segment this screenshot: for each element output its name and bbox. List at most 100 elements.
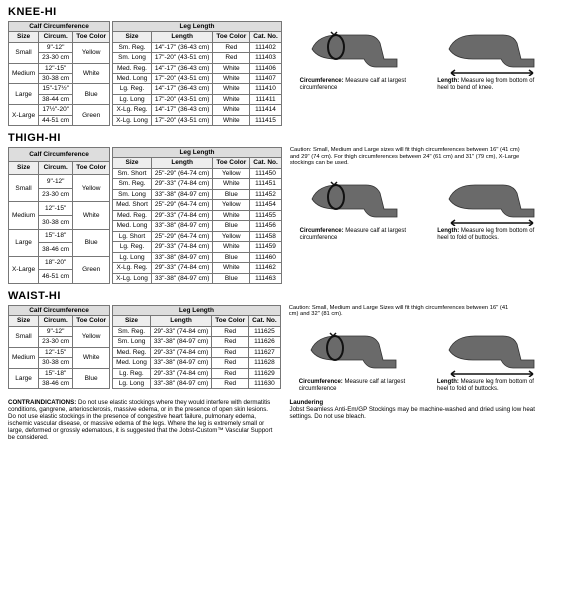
- cell: Large: [9, 368, 39, 389]
- col-header: Circum.: [39, 161, 73, 175]
- cell: 33"-38" (84-97 cm): [151, 221, 212, 231]
- thigh-calf-table: Calf CircumferenceSizeCircum.Toe ColorSm…: [8, 147, 110, 284]
- cell: 33"-38" (84-97 cm): [150, 358, 211, 368]
- cell: 111459: [250, 242, 282, 252]
- cell: 17"-20" (43-51 cm): [151, 115, 212, 125]
- cell: 30-38 cm: [39, 358, 73, 368]
- cell: 29"-33" (74-84 cm): [151, 263, 212, 273]
- cell: Sm. Long: [113, 53, 152, 63]
- cell: Sm. Long: [113, 189, 152, 199]
- cell: 46-51 cm: [39, 270, 73, 284]
- calf-header: Calf Circumference: [9, 305, 110, 315]
- col-header: Length: [151, 32, 212, 42]
- cell: Small: [9, 175, 39, 202]
- cell: 33"-38" (84-97 cm): [151, 252, 212, 262]
- cell: 15"-18": [39, 368, 73, 378]
- cell: 25"-29" (64-74 cm): [151, 168, 212, 178]
- cell: Small: [9, 42, 39, 63]
- cell: Lg. Long: [113, 252, 152, 262]
- cell: 111403: [250, 53, 282, 63]
- contra-text: Do not use elastic stockings where they …: [8, 399, 272, 442]
- cell: 111407: [250, 73, 282, 83]
- cell: Red: [212, 358, 249, 368]
- circ-label: Circumference:: [300, 78, 344, 84]
- circ-label: Circumference:: [300, 228, 344, 234]
- cell: X-Large: [9, 256, 39, 283]
- section-title-waist: WAIST-HI: [8, 290, 557, 303]
- cell: 17"-20" (43-51 cm): [151, 73, 212, 83]
- cell: 29"-33" (74-84 cm): [150, 326, 211, 336]
- cell: X-Lg. Reg.: [113, 263, 152, 273]
- cell: Medium: [9, 202, 39, 229]
- cell: Yellow: [213, 200, 250, 210]
- cell: 30-38 cm: [39, 73, 73, 83]
- cell: Med. Reg.: [113, 347, 151, 357]
- cell: 111410: [250, 84, 282, 94]
- cell: 25"-29" (64-74 cm): [151, 200, 212, 210]
- cell: 111629: [249, 368, 281, 378]
- cell: Med. Long: [113, 358, 151, 368]
- knee-calf-table: Calf CircumferenceSizeCircum.Toe ColorSm…: [8, 21, 110, 127]
- cell: Med. Long: [113, 221, 152, 231]
- cell: 15"-17½": [39, 84, 73, 94]
- cell: Lg. Reg.: [113, 368, 151, 378]
- knee-section: Calf CircumferenceSizeCircum.Toe ColorSm…: [8, 21, 557, 127]
- col-header: Size: [113, 158, 152, 168]
- cell: Med. Long: [113, 73, 152, 83]
- col-header: Cat. No.: [249, 316, 281, 326]
- thigh-circ-diagram: Circumference: Measure calf at largest c…: [300, 171, 410, 242]
- leg-circ-icon: [309, 322, 399, 377]
- cell: White: [213, 263, 250, 273]
- col-header: Toe Color: [73, 32, 110, 42]
- calf-header: Calf Circumference: [9, 147, 110, 161]
- cell: Medium: [9, 347, 39, 368]
- cell: 14"-17" (36-43 cm): [151, 105, 212, 115]
- cell: Green: [73, 256, 110, 283]
- cell: Yellow: [73, 326, 110, 347]
- cell: 33"-38" (84-97 cm): [150, 337, 211, 347]
- cell: 111458: [250, 231, 282, 241]
- col-header: Length: [150, 316, 211, 326]
- cell: 111402: [250, 42, 282, 52]
- cell: 111628: [249, 358, 281, 368]
- cell: Med. Reg.: [113, 63, 152, 73]
- cell: 111451: [250, 179, 282, 189]
- cell: 29"-33" (74-84 cm): [150, 347, 211, 357]
- bottom-notes: CONTRAINDICATIONS: Do not use elastic st…: [8, 399, 557, 442]
- len-label: Length:: [437, 228, 459, 234]
- cell: 15"-18": [39, 229, 73, 243]
- cell: 111460: [250, 252, 282, 262]
- leg-circ-icon: [310, 21, 400, 76]
- cell: White: [73, 347, 110, 368]
- cell: White: [213, 242, 250, 252]
- cell: White: [213, 94, 250, 104]
- cell: 111455: [250, 210, 282, 220]
- cell: 111415: [250, 115, 282, 125]
- calf-header: Calf Circumference: [9, 21, 110, 31]
- cell: 29"-33" (74-84 cm): [151, 210, 212, 220]
- cell: Yellow: [213, 168, 250, 178]
- waist-circ-diagram: Circumference: Measure calf at largest c…: [299, 322, 409, 393]
- cell: 17"-20" (43-51 cm): [151, 94, 212, 104]
- cell: Red: [212, 368, 249, 378]
- cell: Red: [212, 378, 249, 388]
- cell: White: [213, 73, 250, 83]
- cell: 38-46 cm: [39, 243, 73, 257]
- len-label: Length:: [437, 78, 459, 84]
- thigh-caution: Caution: Small, Medium and Large sizes w…: [290, 147, 520, 167]
- knee-leg-table: Leg LengthSizeLengthToe ColorCat. No.Sm.…: [112, 21, 282, 127]
- cell: 111411: [250, 94, 282, 104]
- cell: 44-51 cm: [39, 115, 73, 125]
- waist-len-diagram: Length: Measure leg from bottom of heel …: [437, 322, 547, 393]
- thigh-leg-table: Leg LengthSizeLengthToe ColorCat. No.Sm.…: [112, 147, 282, 284]
- col-header: Size: [113, 32, 152, 42]
- cell: 111452: [250, 189, 282, 199]
- launder-title: Laundering: [290, 399, 324, 406]
- launder-text: Jobst Seamless Anti-Em/GP Stockings may …: [290, 406, 535, 420]
- cell: Sm. Short: [113, 168, 152, 178]
- cell: 111450: [250, 168, 282, 178]
- cell: 14"-17" (36-43 cm): [151, 42, 212, 52]
- cell: White: [213, 105, 250, 115]
- cell: Medium: [9, 63, 39, 84]
- cell: 111462: [250, 263, 282, 273]
